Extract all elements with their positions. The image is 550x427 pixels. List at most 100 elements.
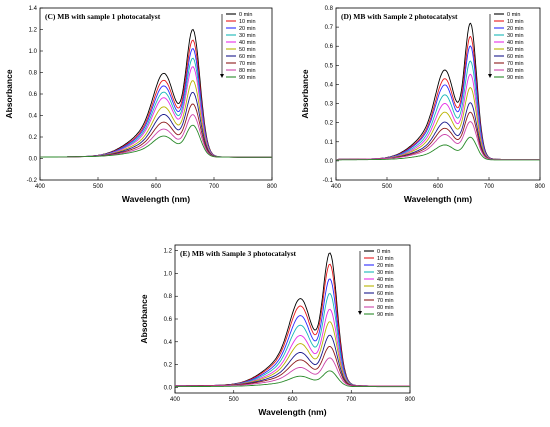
- y-tick-label: 1.2: [29, 28, 38, 34]
- legend-label: 40 min: [239, 40, 256, 46]
- legend-label: 10 min: [239, 19, 256, 25]
- panel-title: (C) MB with sample 1 photocatalyst: [45, 12, 161, 21]
- legend-label: 30 min: [377, 270, 394, 276]
- series-line-40-min: [336, 73, 540, 160]
- legend-label: 50 min: [507, 47, 524, 53]
- x-tick-label: 600: [287, 397, 298, 403]
- chart-panel-1: 400 500 600 700 800 -0.2 0.0 0.2 0.4 0.6 0.8 1.0 1.2…: [4, 6, 278, 204]
- series-line-70-min: [40, 103, 272, 158]
- x-tick-label: 800: [535, 184, 546, 190]
- series-line-80-min: [175, 357, 410, 387]
- y-tick-label: -0.1: [323, 178, 334, 184]
- x-tick-label: 700: [484, 184, 495, 190]
- legend-label: 20 min: [507, 26, 524, 32]
- x-tick-label: 700: [346, 397, 357, 403]
- y-tick-label: 0.8: [29, 71, 38, 77]
- legend-label: 0 min: [239, 12, 252, 18]
- legend-label: 70 min: [377, 298, 394, 304]
- y-tick-label: 0.6: [29, 92, 38, 98]
- y-tick-label: 0.2: [164, 363, 173, 369]
- y-tick-label: 0.7: [325, 25, 334, 31]
- legend-label: 50 min: [239, 47, 256, 53]
- legend-label: 70 min: [239, 61, 256, 67]
- y-tick-label: 0.3: [325, 102, 334, 108]
- legend-label: 90 min: [239, 75, 256, 81]
- legend-label: 50 min: [377, 284, 394, 290]
- y-tick-label: 0.8: [164, 294, 173, 300]
- y-axis-label: Absorbance: [4, 69, 14, 118]
- legend-label: 20 min: [239, 26, 256, 32]
- legend-label: 10 min: [377, 256, 394, 262]
- x-axis-label: Wavelength (nm): [258, 407, 326, 417]
- y-tick-label: 0.2: [325, 121, 334, 127]
- y-tick-label: 1.0: [164, 271, 173, 277]
- legend-label: 40 min: [377, 277, 394, 283]
- legend-label: 60 min: [507, 54, 524, 60]
- y-tick-label: 1.4: [29, 6, 38, 12]
- x-axis-label: Wavelength (nm): [122, 194, 190, 204]
- legend-label: 20 min: [377, 263, 394, 269]
- x-tick-label: 600: [433, 184, 444, 190]
- y-tick-label: 0.6: [325, 44, 334, 50]
- y-tick-label: 1.2: [164, 249, 173, 255]
- y-tick-label: 0.0: [325, 159, 334, 165]
- x-tick-label: 500: [93, 184, 104, 190]
- y-tick-label: 0.0: [164, 385, 173, 391]
- series-line-40-min: [40, 66, 272, 158]
- legend-label: 30 min: [239, 33, 256, 39]
- y-tick-label: 0.5: [325, 63, 334, 69]
- y-tick-label: 1.0: [29, 49, 38, 55]
- chart-panel-3: 400 500 600 700 800 0.0 0.2 0.4 0.6 0.8 1.0 1.2 Wave…: [139, 244, 416, 417]
- legend-label: 10 min: [507, 19, 524, 25]
- panel-title: (E) MB with Sample 3 photocatalyst: [180, 249, 297, 258]
- series-line-30-min: [175, 292, 410, 387]
- legend-label: 0 min: [377, 249, 390, 255]
- legend-label: 0 min: [507, 12, 520, 18]
- series-line-20-min: [175, 278, 410, 387]
- panel-title: (D) MB with Sample 2 photocatalyst: [341, 12, 458, 21]
- y-tick-label: 0.1: [325, 140, 334, 146]
- x-tick-label: 800: [267, 184, 278, 190]
- y-tick-label: 0.2: [29, 135, 38, 141]
- x-tick-label: 400: [170, 397, 181, 403]
- y-axis-label: Absorbance: [139, 294, 149, 343]
- y-tick-label: 0.4: [164, 340, 173, 346]
- series-line-90-min: [40, 124, 272, 158]
- y-tick-label: 0.0: [29, 157, 38, 163]
- series-line-80-min: [336, 121, 540, 160]
- chart-panel-2: 400 500 600 700 800 -0.1 0.0 0.1 0.2 0.3 0.4 0.5 0.6…: [300, 6, 546, 204]
- legend-label: 80 min: [239, 68, 256, 74]
- decrease-arrowhead: [358, 311, 362, 315]
- x-axis-label: Wavelength (nm): [404, 194, 472, 204]
- decrease-arrowhead: [220, 74, 224, 78]
- y-tick-label: 0.8: [325, 6, 334, 12]
- legend-label: 80 min: [377, 305, 394, 311]
- series-line-90-min: [175, 370, 410, 388]
- x-tick-label: 800: [405, 397, 416, 403]
- legend-label: 70 min: [507, 61, 524, 67]
- legend-label: 60 min: [239, 54, 256, 60]
- legend-label: 40 min: [507, 40, 524, 46]
- y-tick-label: -0.2: [27, 178, 38, 184]
- x-tick-label: 400: [35, 184, 46, 190]
- series-line-10-min: [175, 263, 410, 387]
- series-line-50-min: [175, 321, 410, 387]
- legend-label: 60 min: [377, 291, 394, 297]
- y-tick-label: 0.6: [164, 317, 173, 323]
- legend-label: 90 min: [507, 75, 524, 81]
- series-line-90-min: [336, 136, 540, 161]
- series-line-60-min: [336, 102, 540, 160]
- x-tick-label: 500: [382, 184, 393, 190]
- series-line-70-min: [175, 346, 410, 387]
- legend-label: 90 min: [377, 312, 394, 318]
- decrease-arrowhead: [488, 74, 492, 78]
- x-tick-label: 400: [331, 184, 342, 190]
- y-tick-label: 0.4: [325, 82, 334, 88]
- y-tick-label: 0.4: [29, 114, 38, 120]
- x-tick-label: 600: [151, 184, 162, 190]
- legend-label: 30 min: [507, 33, 524, 39]
- legend-label: 80 min: [507, 68, 524, 74]
- x-tick-label: 500: [229, 397, 240, 403]
- y-axis-label: Absorbance: [300, 69, 310, 118]
